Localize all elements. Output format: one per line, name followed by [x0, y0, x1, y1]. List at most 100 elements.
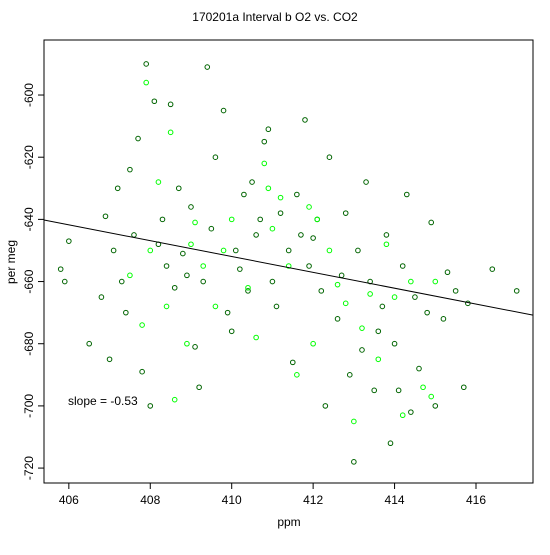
point	[208, 225, 215, 232]
point	[167, 129, 174, 136]
point	[269, 278, 276, 285]
point	[257, 216, 264, 223]
point	[200, 278, 206, 285]
point	[399, 263, 406, 269]
point	[513, 288, 520, 294]
point	[342, 300, 349, 307]
point	[294, 372, 300, 378]
point	[175, 185, 182, 192]
point	[351, 459, 357, 465]
x-tick-label: 414	[385, 493, 405, 507]
point	[395, 387, 402, 394]
point	[371, 387, 378, 394]
point	[383, 241, 390, 248]
point	[61, 278, 68, 285]
point	[289, 359, 296, 366]
point	[135, 135, 141, 142]
point	[452, 288, 459, 294]
point	[139, 322, 145, 328]
point	[285, 263, 292, 269]
y-tick-label: -720	[22, 456, 36, 480]
point	[261, 138, 268, 145]
point	[118, 278, 125, 285]
point	[387, 440, 394, 447]
point	[440, 316, 447, 322]
point	[86, 340, 92, 347]
x-tick-label: 412	[303, 493, 323, 507]
point	[192, 344, 198, 350]
point	[143, 61, 149, 67]
point	[310, 340, 316, 347]
point	[326, 154, 333, 161]
point	[245, 284, 251, 291]
point	[228, 216, 235, 223]
point	[306, 204, 312, 210]
y-tick-label: -640	[22, 207, 36, 231]
point	[204, 64, 211, 70]
point	[163, 263, 170, 269]
point	[432, 278, 439, 285]
point	[220, 107, 227, 114]
y-tick-label: -620	[22, 145, 36, 169]
point	[391, 294, 398, 300]
point	[375, 356, 382, 363]
x-tick-label: 416	[466, 493, 486, 507]
point	[184, 340, 190, 347]
point	[261, 160, 268, 167]
point	[212, 303, 219, 310]
point	[428, 219, 435, 226]
plot-frame	[43, 39, 534, 484]
point	[277, 210, 284, 216]
point	[159, 216, 166, 223]
point	[139, 368, 145, 375]
point	[306, 263, 312, 269]
point	[285, 247, 292, 254]
point	[265, 185, 272, 192]
point	[367, 291, 373, 297]
point	[188, 241, 194, 248]
x-tick-label: 408	[140, 493, 160, 507]
point	[326, 247, 333, 254]
point	[302, 117, 308, 123]
point	[412, 294, 418, 300]
point	[379, 303, 386, 310]
point	[228, 328, 235, 335]
point	[391, 340, 398, 347]
point	[180, 250, 186, 257]
point	[383, 232, 390, 238]
point	[110, 247, 117, 254]
point	[192, 219, 198, 226]
point	[277, 194, 284, 201]
point	[245, 288, 251, 294]
x-tick-label: 410	[222, 493, 242, 507]
point	[428, 393, 435, 400]
point	[408, 278, 414, 285]
point	[127, 272, 133, 279]
point	[375, 328, 382, 335]
point	[265, 126, 272, 133]
point	[342, 210, 349, 216]
point	[102, 213, 109, 220]
y-tick-label: -680	[22, 331, 36, 355]
point	[171, 396, 178, 403]
point	[269, 225, 276, 232]
point	[489, 266, 496, 272]
point	[399, 412, 406, 419]
point	[66, 238, 72, 244]
point	[351, 418, 357, 425]
point	[143, 79, 149, 86]
point	[310, 235, 316, 241]
point	[200, 263, 206, 269]
point	[147, 247, 154, 254]
point	[106, 356, 113, 363]
point	[57, 266, 64, 272]
point	[298, 232, 304, 238]
point	[241, 191, 247, 198]
point	[147, 403, 154, 409]
point	[334, 281, 341, 288]
point	[318, 288, 325, 294]
point	[355, 247, 361, 254]
point	[334, 316, 341, 322]
point	[363, 179, 369, 185]
